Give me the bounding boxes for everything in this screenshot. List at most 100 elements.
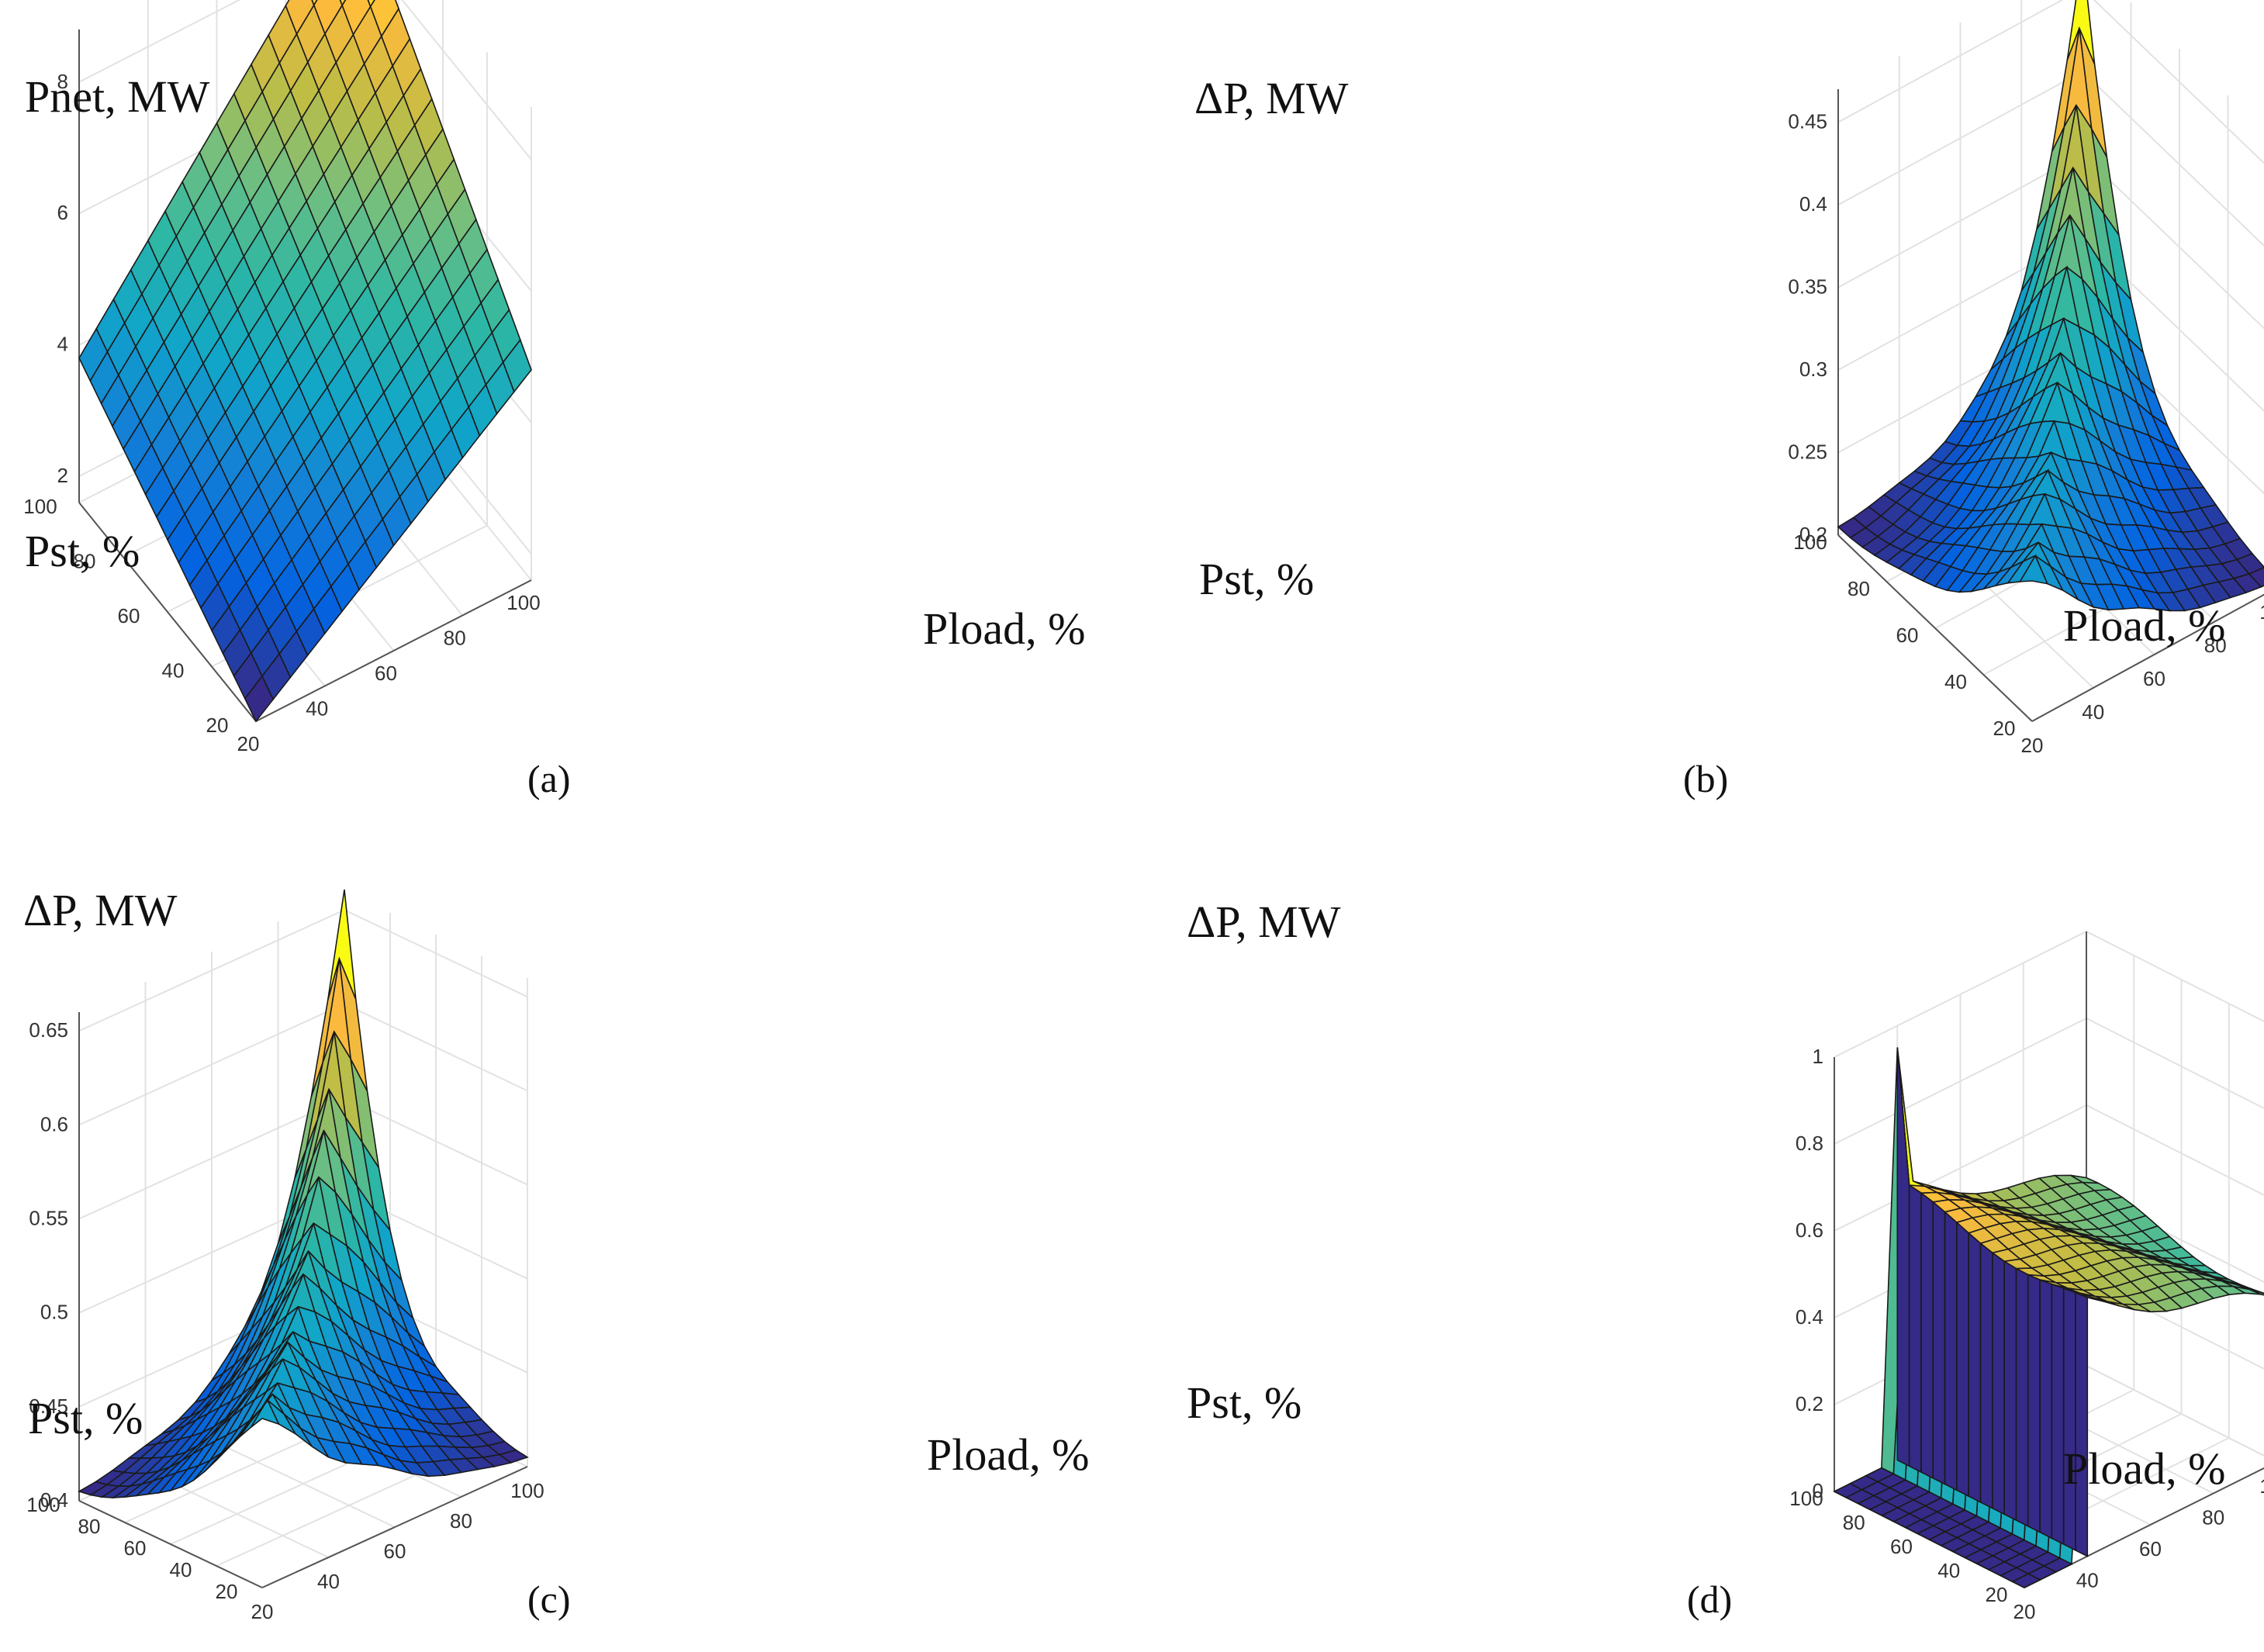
- z-tick-label-d-0: 0: [1813, 1479, 1823, 1502]
- step-wall-patch-d-3: [2039, 1278, 2053, 1540]
- surface-patch-d-0-15: [1833, 1483, 1864, 1498]
- x-axis-title-c: Pload, %: [927, 1429, 1090, 1480]
- z-tick-label-c-4: 0.6: [40, 1112, 68, 1135]
- z-gridline-b-5: [1837, 0, 2264, 164]
- y-tick-label-b-1: 40: [1944, 670, 1967, 693]
- y-tick-label-d-3: 80: [1843, 1511, 1865, 1534]
- x-tick-label-b-3: 80: [2204, 634, 2227, 657]
- z-tick-label-a-1: 4: [57, 333, 68, 356]
- z-axis-title-c: ΔP, MW: [23, 885, 178, 935]
- z-tick-label-a-3: 8: [57, 70, 68, 93]
- z-tick-label-b-3: 0.35: [1788, 275, 1827, 299]
- surface-patch-a-13-15: [311, 0, 318, 7]
- step-wall-patch-d-6: [2003, 1260, 2017, 1522]
- surface-plot-d: 204060801002040608010000.20.40.60.81: [1789, 930, 2264, 1623]
- step-wall-patch-d-2: [2051, 1283, 2065, 1546]
- y-tick-label-d-2: 60: [1890, 1535, 1913, 1558]
- x-tick-label-c-1: 40: [317, 1570, 340, 1593]
- surface-panel-d: 204060801002040608010000.20.40.60.81 ΔP,…: [1132, 826, 2264, 1652]
- y-tick-label-a-3: 80: [74, 550, 96, 573]
- y-tick-label-d-1: 40: [1937, 1559, 1960, 1582]
- y-axis-title-a: Pst, %: [25, 526, 140, 576]
- z-tick-label-c-0: 0.4: [40, 1488, 68, 1512]
- z-gridline-a-3: [78, 0, 532, 161]
- step-wall-patch-d-14: [1908, 1184, 1922, 1474]
- z-tick-label-b-4: 0.4: [1799, 192, 1827, 216]
- step-wall-patch-d-4: [2027, 1274, 2041, 1533]
- x-tick-label-b-2: 60: [2143, 667, 2165, 690]
- surface-patch-a-0-15: [78, 327, 109, 382]
- panel-label-b: (b): [1683, 757, 1729, 800]
- step-wall-patch-d-1: [2062, 1287, 2076, 1552]
- surface-patch-b-0-15: [1837, 517, 1867, 539]
- x-tick-label-a-2: 60: [375, 662, 397, 685]
- y-axis-line-c: [78, 1500, 263, 1588]
- surface-a: [78, 0, 532, 723]
- y-tick-label-c-4: 100: [26, 1493, 60, 1516]
- x-tick-label-d-3: 80: [2202, 1506, 2224, 1529]
- y-tick-label-a-0: 20: [206, 714, 229, 737]
- z-axis-title-a: Pnet, MW: [25, 71, 210, 122]
- x-tick-label-d-4: 100: [2259, 1474, 2264, 1498]
- x-axis-title-b: Pload, %: [2063, 600, 2226, 651]
- y-tick-label-b-3: 80: [1847, 577, 1870, 600]
- tick-labels-b: 20406080100204060801000.20.250.30.350.40…: [1788, 110, 2264, 757]
- x-tick-label-a-3: 80: [444, 627, 466, 650]
- y-tick-label-c-2: 60: [124, 1536, 147, 1560]
- surface-b: [1837, 0, 2264, 612]
- y-axis-title-b: Pst, %: [1199, 554, 1315, 604]
- x-tick-label-a-0: 20: [237, 732, 260, 755]
- panel-label-a: (a): [527, 757, 571, 800]
- x-tick-label-d-2: 60: [2139, 1537, 2162, 1560]
- surface-plot-b: 20406080100204060801000.20.250.30.350.40…: [1788, 0, 2264, 757]
- x-axis-title-d: Pload, %: [2063, 1443, 2226, 1494]
- x-tick-label-c-2: 60: [384, 1540, 406, 1563]
- x-tick-label-c-4: 100: [510, 1479, 544, 1502]
- x-tick-label-b-4: 100: [2259, 600, 2264, 624]
- x-tick-label-c-3: 80: [450, 1509, 472, 1533]
- z-gridline-d-5: [1834, 930, 2264, 1058]
- x-tick-label-a-4: 100: [506, 591, 540, 614]
- z-tick-label-a-2: 6: [57, 201, 68, 224]
- z-tick-label-a-0: 2: [57, 464, 68, 487]
- z-tick-label-b-5: 0.45: [1788, 110, 1827, 133]
- y-tick-label-a-2: 60: [118, 604, 140, 627]
- z-axis-title-b: ΔP, MW: [1194, 73, 1349, 123]
- surface-patch-a-14-14: [339, 0, 347, 7]
- step-wall-patch-d-15: [1896, 1047, 1910, 1467]
- y-tick-label-c-3: 80: [78, 1515, 101, 1538]
- z-tick-label-c-5: 0.65: [29, 1018, 68, 1042]
- panel-label-c: (c): [527, 1578, 571, 1621]
- x-axis-line-b: [2031, 593, 2264, 722]
- x-tick-label-b-1: 40: [2082, 700, 2104, 724]
- surface-panel-b: 20406080100204060801000.20.250.30.350.40…: [1132, 0, 2264, 826]
- x-tick-label-b-0: 20: [2021, 734, 2044, 757]
- y-tick-label-a-1: 40: [162, 659, 185, 683]
- step-wall-patch-d-0: [2075, 1291, 2089, 1557]
- y-axis-line-b: [1837, 534, 2033, 722]
- y-axis-title-c: Pst, %: [28, 1393, 143, 1443]
- step-wall-patch-d-5: [2015, 1267, 2029, 1528]
- z-tick-label-d-2: 0.4: [1796, 1305, 1823, 1329]
- y-tick-label-b-4: 100: [1793, 531, 1827, 554]
- z-tick-label-d-5: 1: [1813, 1045, 1823, 1068]
- surface-patch-c-0-15: [78, 1481, 109, 1496]
- surface-patch-a-15-13: [367, 0, 375, 9]
- z-tick-label-c-2: 0.5: [40, 1301, 68, 1324]
- surface-plot-c: 20406080100204060801000.40.450.50.550.60…: [26, 889, 544, 1623]
- y-tick-label-c-0: 20: [216, 1580, 238, 1603]
- z-tick-label-c-1: 0.45: [29, 1395, 68, 1418]
- surface-panel-a: 20 40 60 80 100 20 40 60 80 100 2 4 6 8 Pnet, MW Pst,…: [0, 0, 1132, 826]
- y-tick-label-c-1: 40: [170, 1558, 192, 1581]
- step-wall-patch-d-12: [1932, 1201, 1946, 1485]
- y-tick-label-b-0: 20: [1993, 717, 2016, 740]
- z-tick-label-d-1: 0.2: [1796, 1392, 1823, 1415]
- surface-panel-c: 20 40 60 80 100 20 40 60 80 100 0.4 0.45 0.5 0.55 0.6 0…: [0, 826, 1132, 1652]
- surface-d: [1833, 1047, 2264, 1588]
- y-axis-title-d: Pst, %: [1187, 1377, 1302, 1428]
- y-tick-label-d-4: 100: [1789, 1487, 1823, 1510]
- surface-c: [78, 889, 529, 1498]
- z-axis-title-d: ΔP, MW: [1187, 897, 1341, 947]
